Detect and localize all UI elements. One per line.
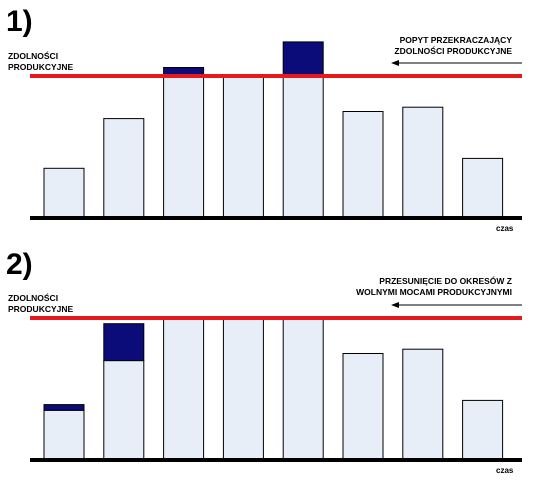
capacity-label-line2: PRODUKCYJNE xyxy=(8,304,74,314)
capacity-label-line1: ZDOLNOŚCI xyxy=(8,292,58,303)
bar-5 xyxy=(282,75,324,219)
bar-6 xyxy=(342,353,384,461)
annotation-arrow xyxy=(391,60,522,66)
bar-4 xyxy=(222,75,264,219)
bar-2-excess-segment xyxy=(103,323,145,362)
bar-3 xyxy=(163,317,205,461)
bar-7 xyxy=(402,106,444,219)
capacity-label-line2: PRODUKCYJNE xyxy=(8,62,74,72)
chart-panel-2: 2) ZDOLNOŚCI PRODUKCYJNE PRZESUNIĘCIE DO… xyxy=(6,248,522,475)
bar-1 xyxy=(43,409,85,461)
annotation-line2: ZDOLNOŚCI PRODUKCYJNE xyxy=(394,45,512,56)
capacity-label-line1: ZDOLNOŚCI xyxy=(8,50,58,61)
bar-4 xyxy=(222,317,264,461)
annotation-arrow xyxy=(391,302,522,308)
x-axis-label: czas xyxy=(496,466,514,475)
bar-8 xyxy=(462,157,504,219)
bar-7 xyxy=(402,348,444,461)
panel-label: 2) xyxy=(6,248,33,281)
bar-8 xyxy=(462,399,504,461)
x-axis-label: czas xyxy=(496,224,514,233)
bar-3 xyxy=(163,75,205,219)
bar-2 xyxy=(103,360,145,461)
annotation-line2: WOLNYMI MOCAMI PRODUKCYJNYMI xyxy=(356,287,512,297)
bar-1 xyxy=(43,167,85,219)
annotation-line1: PRZESUNIĘCIE DO OKRESÓW Z xyxy=(379,275,512,286)
bar-1-excess-segment xyxy=(43,404,85,411)
bar-5-excess-segment xyxy=(282,41,324,77)
bar-5 xyxy=(282,317,324,461)
bars-group xyxy=(43,317,504,461)
annotation-line1: POPYT PRZEKRACZAJĄCY xyxy=(400,35,513,45)
bars-group xyxy=(43,41,504,219)
chart-panel-1: 1) ZDOLNOŚCI PRODUKCYJNE POPYT PRZEKRACZ… xyxy=(6,5,522,233)
bar-2 xyxy=(103,118,145,219)
panel-label: 1) xyxy=(6,5,33,38)
bar-6 xyxy=(342,111,384,219)
